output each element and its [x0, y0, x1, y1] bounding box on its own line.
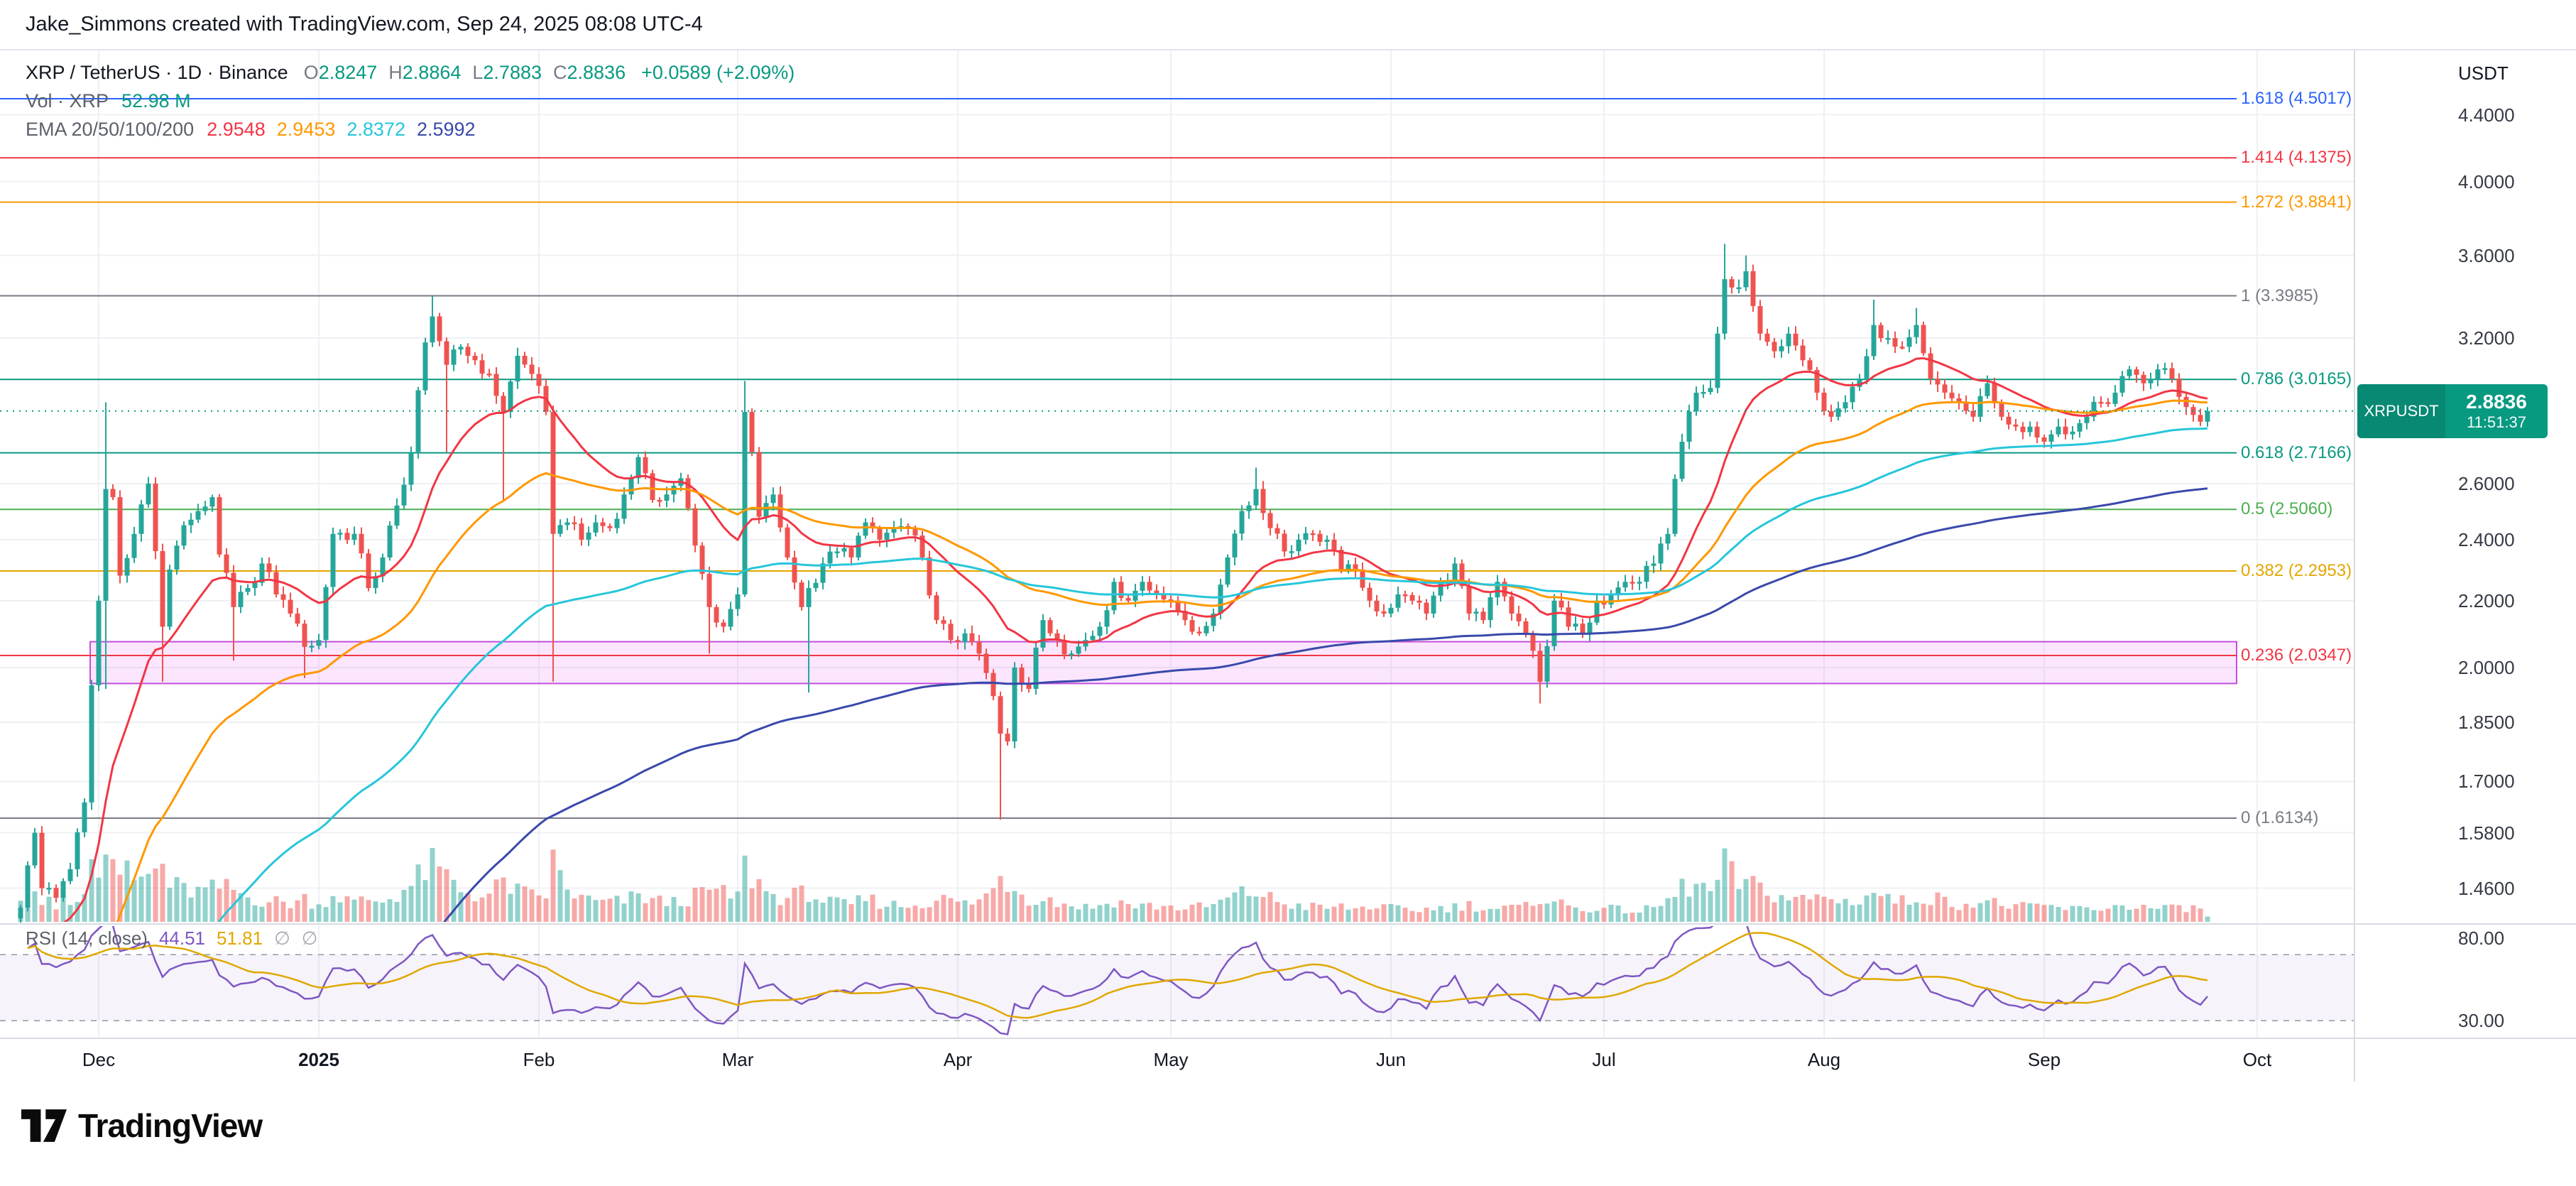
- footer: TradingView: [21, 1106, 263, 1145]
- pane-separators: [0, 49, 2576, 1082]
- tradingview-wordmark: TradingView: [78, 1107, 263, 1144]
- fib-level-label: 0.382 (2.2953): [2241, 560, 2352, 580]
- price-change: +0.0589 (+2.09%): [641, 61, 795, 83]
- time-axis-label: Jul: [1592, 1049, 1616, 1070]
- price-tick-label: 1.5800: [2458, 822, 2515, 844]
- attribution-bar: Jake_Simmons created with TradingView.co…: [26, 13, 703, 36]
- legend-symbol-row[interactable]: XRP / TetherUS · 1D · Binance O2.8247 H2…: [26, 58, 795, 87]
- fib-level-label: 0.5 (2.5060): [2241, 499, 2333, 519]
- price-tick-label: 3.6000: [2458, 244, 2515, 266]
- ema100-value: 2.8372: [346, 118, 405, 140]
- fib-level-label: 0.786 (3.0165): [2241, 369, 2352, 389]
- ema50-value: 2.9453: [276, 118, 336, 140]
- badge-price-block: 2.8836 11:51:37: [2445, 384, 2548, 438]
- price-tick-label: 3.2000: [2458, 327, 2515, 349]
- ema200-value: 2.5992: [416, 118, 476, 140]
- fib-level-label: 1.272 (3.8841): [2241, 192, 2352, 212]
- fib-level-label: 0 (1.6134): [2241, 808, 2319, 827]
- rsi-label: RSI (14, close): [26, 927, 148, 949]
- time-axis-label: Feb: [523, 1049, 555, 1070]
- price-axis-currency: USDT: [2458, 62, 2509, 84]
- price-tick-label: 2.0000: [2458, 656, 2515, 678]
- symbol-legend: XRP / TetherUS · 1D · Binance O2.8247 H2…: [26, 58, 795, 143]
- time-axis[interactable]: [0, 1039, 2576, 1082]
- fib-retracement-layer[interactable]: [0, 98, 2237, 819]
- badge-symbol: XRPUSDT: [2357, 383, 2445, 438]
- ema-label: EMA 20/50/100/200: [26, 118, 195, 140]
- badge-countdown: 11:51:37: [2466, 413, 2526, 432]
- legend-ema-row[interactable]: EMA 20/50/100/200 2.9548 2.9453 2.8372 2…: [26, 115, 795, 143]
- price-tick-label: 1.7000: [2458, 771, 2515, 793]
- fib-level-label: 0.236 (2.0347): [2241, 645, 2352, 665]
- volume-label: Vol · XRP: [26, 89, 109, 111]
- volume-layer[interactable]: [18, 847, 2210, 922]
- fib-level-label: 1.618 (4.5017): [2241, 89, 2352, 108]
- current-price-badge[interactable]: XRPUSDT 2.8836 11:51:37: [2357, 383, 2548, 438]
- rsi-value: 44.51: [158, 927, 206, 949]
- price-tick-label: 2.2000: [2458, 589, 2515, 611]
- fib-level-label: 0.618 (2.7166): [2241, 442, 2352, 462]
- rsi-hidden-icon: ∅: [301, 927, 318, 949]
- time-axis-label: Aug: [1807, 1049, 1841, 1070]
- fib-level-label: 1.414 (4.1375): [2241, 148, 2352, 168]
- ohlc-low: L2.7883: [472, 61, 542, 83]
- time-axis-label: Mar: [721, 1049, 754, 1070]
- time-axis-label: Jun: [1376, 1049, 1406, 1070]
- volume-value: 52.98 M: [121, 89, 191, 111]
- grid-layer: [0, 50, 2354, 1038]
- price-tick-label: 4.0000: [2458, 170, 2515, 192]
- time-axis-label: Dec: [82, 1049, 116, 1070]
- price-tick-label: 1.4600: [2458, 877, 2515, 899]
- ohlc-open: O2.8247: [303, 61, 378, 83]
- symbol-title[interactable]: XRP / TetherUS · 1D · Binance: [26, 61, 288, 83]
- rsi-tick-label: 30.00: [2458, 1010, 2505, 1031]
- price-tick-label: 2.4000: [2458, 528, 2515, 550]
- tradingview-logo[interactable]: TradingView: [21, 1106, 263, 1145]
- price-tick-label: 1.8500: [2458, 711, 2515, 733]
- rsi-tick-label: 80.00: [2458, 927, 2505, 949]
- fib-level-label: 1 (3.3985): [2241, 285, 2319, 305]
- ohlc-high: H2.8864: [388, 61, 462, 83]
- rsi-hidden-icon: ∅: [274, 927, 290, 949]
- price-tick-label: 4.4000: [2458, 104, 2515, 126]
- rsi-ma-value: 51.81: [217, 927, 263, 949]
- time-axis-label: 2025: [298, 1049, 339, 1070]
- badge-price: 2.8836: [2466, 390, 2527, 413]
- ohlc-close: C2.8836: [553, 61, 626, 83]
- rsi-legend[interactable]: RSI (14, close) 44.51 51.81 ∅ ∅: [26, 927, 329, 950]
- price-tick-label: 2.6000: [2458, 472, 2515, 494]
- time-axis-label: Sep: [2027, 1049, 2061, 1070]
- ema20-value: 2.9548: [207, 118, 266, 140]
- rsi-layer[interactable]: [27, 918, 2208, 1035]
- tradingview-logo-icon: [21, 1109, 67, 1142]
- time-axis-label: Oct: [2242, 1049, 2272, 1070]
- ema-layer[interactable]: [0, 357, 2354, 1186]
- time-axis-label: May: [1153, 1049, 1189, 1070]
- time-axis-label: Apr: [943, 1049, 973, 1070]
- attribution-text: Jake_Simmons created with TradingView.co…: [26, 13, 703, 36]
- legend-volume-row[interactable]: Vol · XRP 52.98 M: [26, 87, 795, 115]
